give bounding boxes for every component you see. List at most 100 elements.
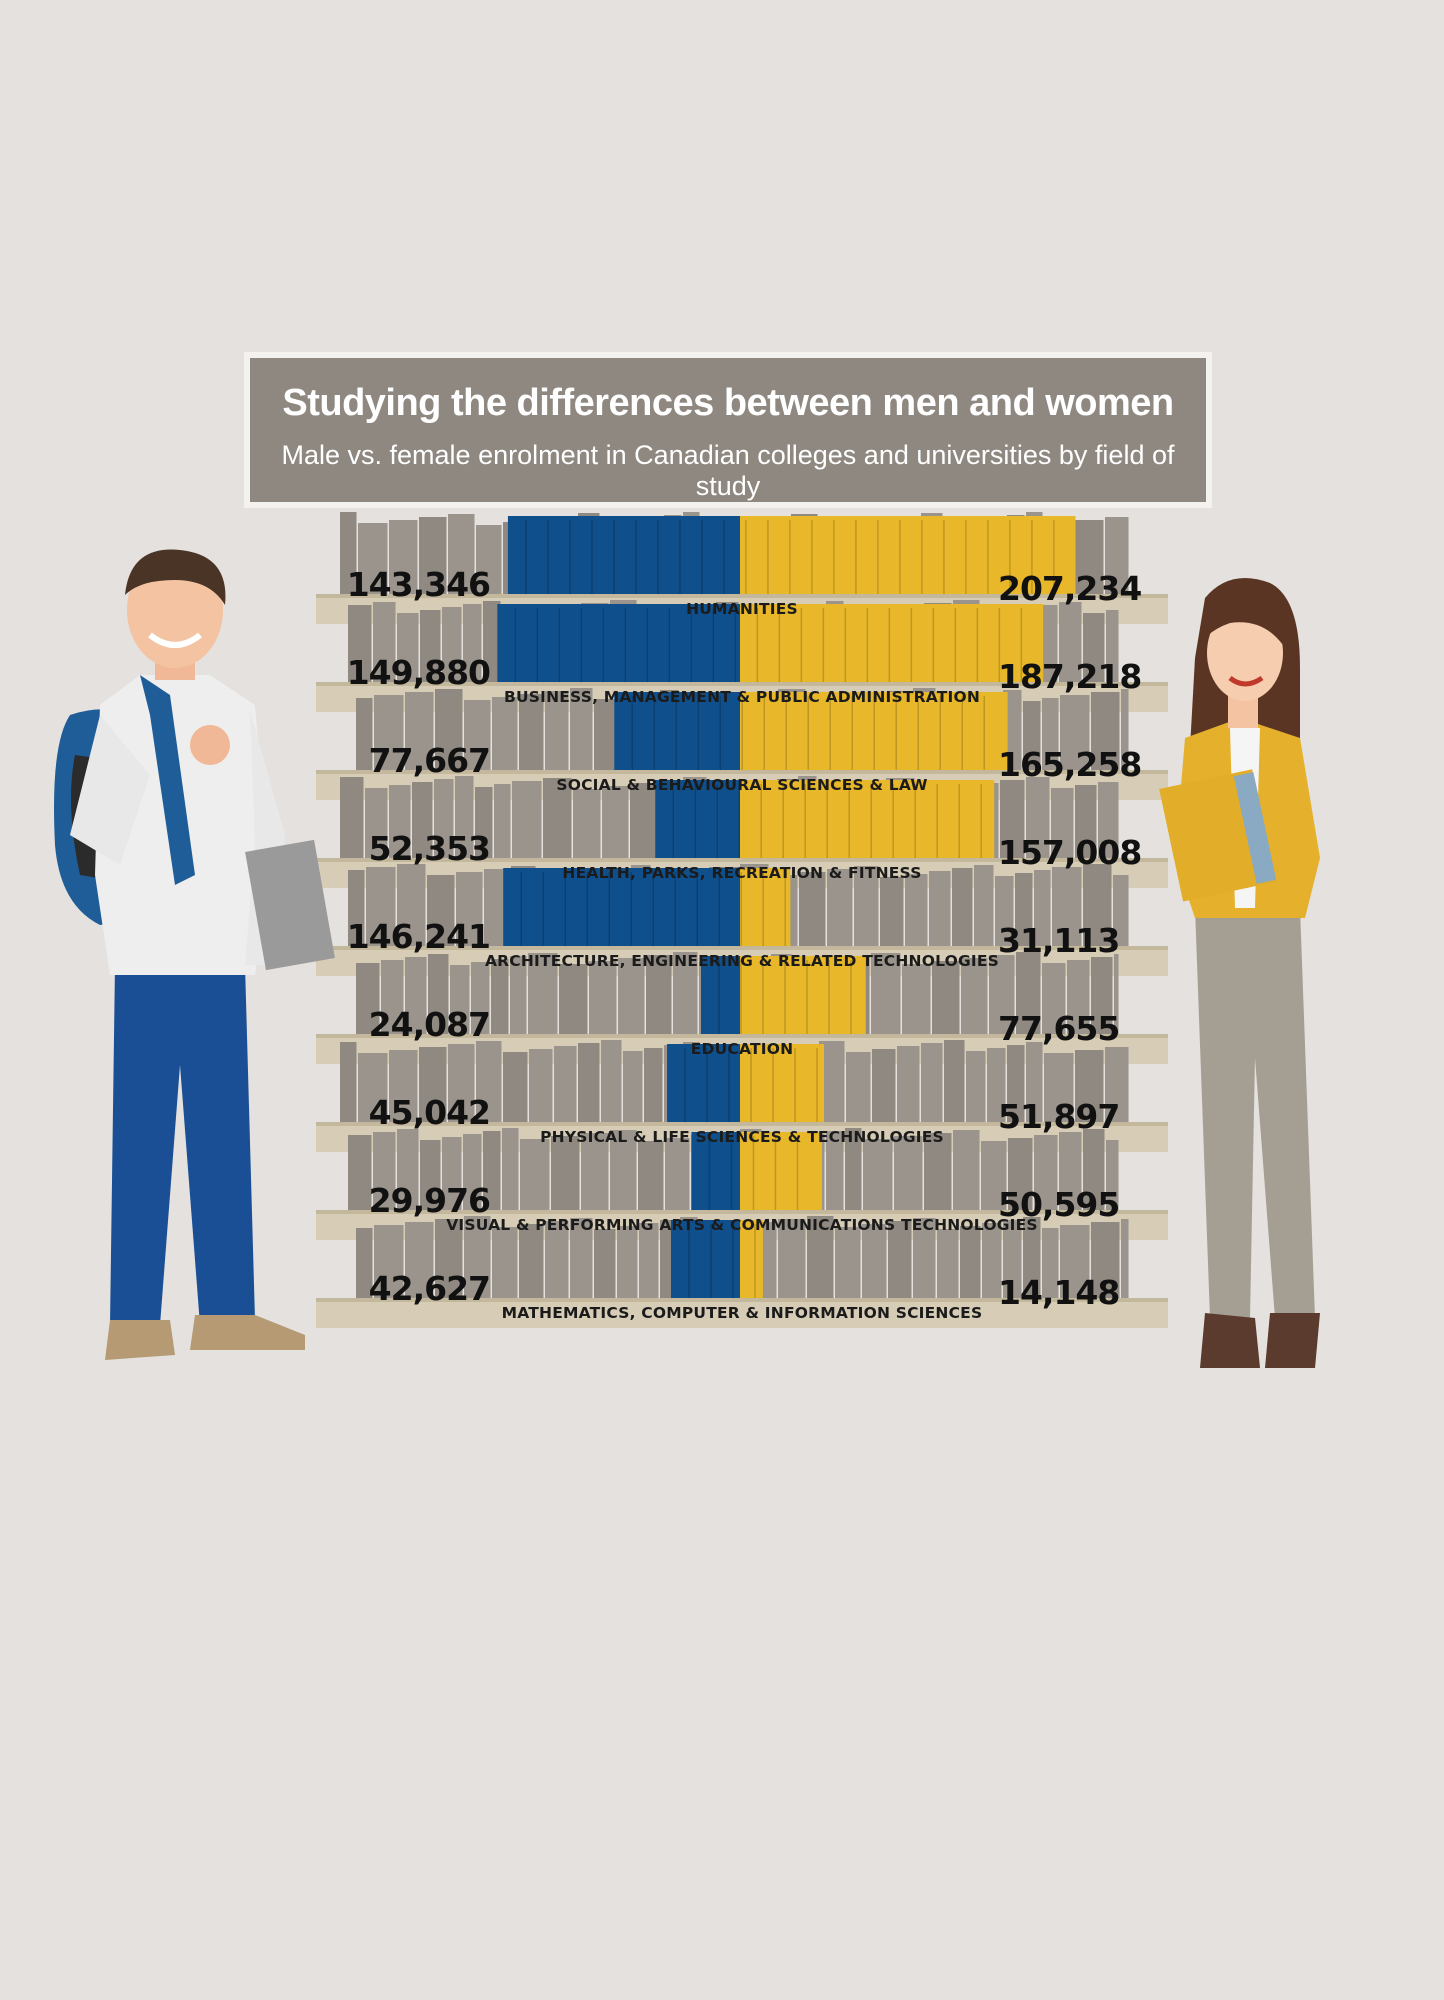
filler-book [1091,1222,1120,1302]
filler-book [1091,957,1113,1038]
filler-book [1059,1132,1082,1214]
female-value-label: 31,113 [998,921,1120,960]
filler-book [435,1219,463,1302]
filler-book [373,1132,396,1214]
filler-book [483,601,501,686]
filler-book [862,1224,887,1302]
filler-book [1008,1138,1033,1214]
filler-book [581,1133,609,1214]
filler-book [673,952,698,1038]
filler-book [427,875,455,950]
male-bar [691,1132,740,1214]
filler-book [348,870,365,950]
chart-title: Studying the differences between men and… [282,382,1174,424]
filler-book [374,1225,404,1302]
filler-book [944,1040,965,1126]
filler-book [519,694,544,774]
filler-book [578,1043,600,1126]
filler-book [543,778,572,862]
filler-book [455,776,474,862]
female-value-label: 77,655 [998,1009,1120,1048]
filler-book [952,868,973,950]
filler-book [623,1051,643,1126]
female-bar [740,692,1008,774]
female-value-label: 14,148 [998,1273,1120,1312]
female-value-label: 165,258 [998,745,1142,784]
male-value-label: 52,353 [368,829,491,868]
male-bar [614,692,740,774]
shelf-plank-edge [316,594,1168,598]
male-bar [507,516,740,598]
filler-book [1105,517,1129,598]
filler-book [397,864,426,950]
filler-book [1113,875,1129,950]
filler-book [373,602,396,686]
filler-book [340,777,364,862]
filler-book [475,787,493,862]
filler-book [1042,963,1066,1038]
filler-book [463,604,482,686]
filler-book [389,520,418,598]
filler-book [1023,1217,1041,1302]
chart-subtitle: Male vs. female enrolment in Canadian co… [281,440,1175,501]
filler-book [450,965,470,1038]
filler-book [1052,867,1082,950]
shelf-plank-edge [316,1122,1168,1126]
filler-book [960,1226,981,1302]
filler-book [512,781,542,862]
filler-book [778,1219,806,1302]
filler-book [982,1223,1002,1302]
filler-book [602,786,629,862]
filler-book [573,789,601,862]
category-label: HEALTH, PARKS, RECREATION & FITNESS [562,864,922,882]
filler-book [1015,873,1033,950]
category-label: MATHEMATICS, COMPUTER & INFORMATION SCIE… [501,1304,983,1322]
male-value-label: 29,976 [368,1181,491,1220]
filler-book [397,1129,419,1214]
female-value-label: 50,595 [998,1185,1120,1224]
female-bar [740,1220,763,1302]
filler-book [894,1136,923,1214]
female-value-label: 157,008 [998,833,1142,872]
filler-book [644,1048,663,1126]
filler-book [638,1141,664,1214]
filler-book [880,877,904,950]
filler-book [520,1139,550,1214]
filler-book [1098,782,1119,862]
filler-book [846,1052,871,1126]
filler-book [826,1131,844,1214]
filler-book [503,1052,528,1126]
female-bar [740,956,866,1038]
filler-book [405,692,434,774]
filler-book [464,1216,491,1302]
filler-book [519,1224,544,1302]
filler-book [1106,610,1119,686]
filler-book [366,867,396,950]
filler-book [924,1133,952,1214]
filler-book [435,689,463,774]
filler-book [356,963,380,1038]
male-value-label: 24,087 [368,1005,491,1044]
filler-book [888,1221,912,1302]
shelf-plank-edge [316,770,1168,774]
filler-book [559,964,588,1038]
filler-book [381,960,404,1038]
filler-book [1023,701,1041,774]
female-value-label: 51,897 [998,1097,1120,1136]
male-bar [701,956,740,1038]
filler-book [356,698,373,774]
filler-book [1060,1225,1090,1302]
male-student-icon [54,549,335,1360]
filler-book [1026,777,1050,862]
filler-book [1042,1228,1059,1302]
filler-book [389,1050,418,1126]
female-bar [740,868,791,950]
filler-book [618,958,645,1038]
filler-book [913,1218,936,1302]
filler-book [463,1134,482,1214]
male-value-label: 146,241 [346,917,491,956]
filler-book [428,954,449,1038]
filler-book [1051,788,1074,862]
